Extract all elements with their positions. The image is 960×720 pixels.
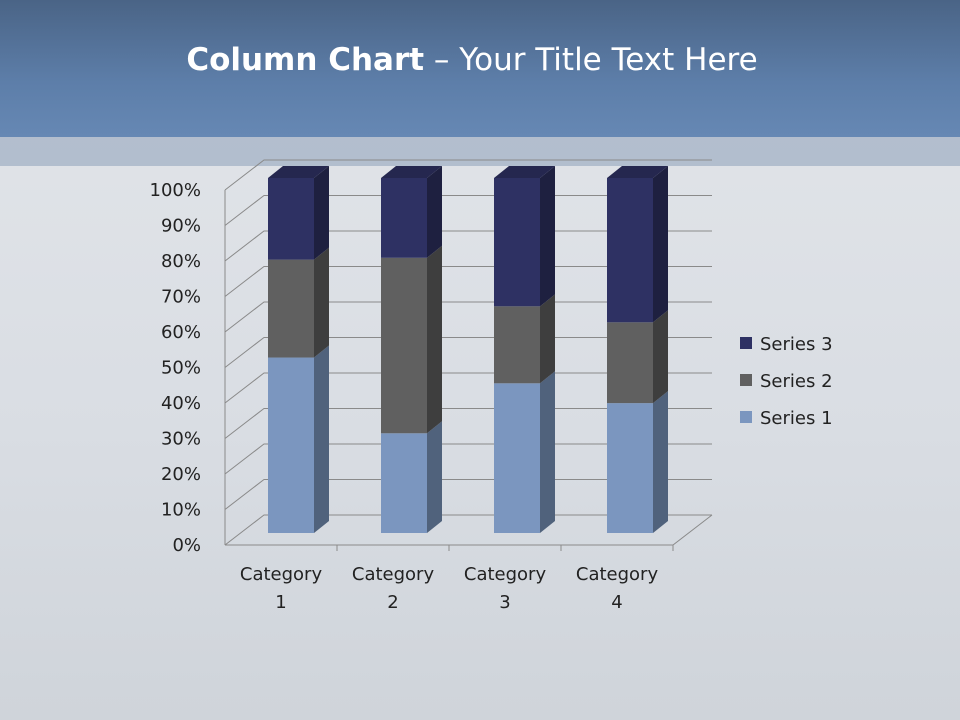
bar-series-3 [494, 178, 540, 307]
y-tick-label: 10% [161, 500, 201, 521]
x-tick-label: 1 [275, 592, 286, 613]
y-tick-label: 30% [161, 429, 201, 450]
bar-series-2 [494, 306, 540, 384]
bar-series-3 [607, 178, 653, 323]
x-tick-label: Category [240, 564, 323, 585]
bar-top [494, 166, 555, 178]
y-tick-label: 50% [161, 358, 201, 379]
bar-top [607, 166, 668, 178]
legend-swatch [740, 411, 752, 423]
bar-side [314, 247, 329, 358]
y-tick-label: 40% [161, 393, 201, 414]
y-tick-label: 70% [161, 287, 201, 308]
bar-series-3 [268, 178, 314, 260]
y-tick-label: 0% [172, 535, 201, 556]
bar-side [314, 345, 329, 533]
gridline [224, 195, 712, 226]
bar-side [540, 166, 555, 307]
bar-top [381, 166, 442, 178]
y-tick-label: 90% [161, 216, 201, 237]
x-tick-label: Category [576, 564, 659, 585]
gridline [224, 230, 712, 262]
gridline [224, 266, 712, 297]
bar-side [653, 166, 668, 323]
y-tick-label: 80% [161, 251, 201, 272]
gridline [224, 337, 712, 368]
x-tick-label: 4 [611, 592, 622, 613]
bar-side [653, 391, 668, 533]
bar-side [540, 294, 555, 384]
legend-swatch [740, 374, 752, 386]
x-tick-label: 2 [387, 592, 398, 613]
bar-side [314, 166, 329, 260]
bar-side [427, 245, 442, 434]
bar-series-2 [381, 257, 427, 434]
title-rest: – Your Title Text Here [424, 42, 758, 78]
y-tick-label: 20% [161, 464, 201, 485]
bar-side [427, 166, 442, 258]
bar-side [653, 310, 668, 404]
bar-series-1 [381, 433, 427, 533]
x-tick-label: 3 [499, 592, 510, 613]
legend-label: Series 3 [760, 334, 833, 355]
bar-side [540, 371, 555, 533]
bar-series-3 [381, 178, 427, 258]
y-tick-label: 60% [161, 322, 201, 343]
gridline [224, 372, 712, 404]
bar-series-1 [268, 357, 314, 533]
bar-series-1 [494, 383, 540, 533]
slide-title: Column Chart – Your Title Text Here [0, 42, 944, 78]
x-tick-label: Category [464, 564, 547, 585]
gridline [224, 479, 712, 510]
bar-side [427, 421, 442, 533]
legend-label: Series 1 [760, 408, 833, 429]
title-band [0, 137, 960, 166]
bar-series-1 [607, 403, 653, 533]
title-bar [0, 0, 960, 137]
y-tick-label: 100% [150, 180, 201, 201]
gridline [224, 408, 712, 439]
legend-swatch [740, 337, 752, 349]
bar-series-2 [268, 259, 314, 358]
legend-label: Series 2 [760, 371, 833, 392]
bar-series-2 [607, 322, 653, 404]
bar-top [268, 166, 329, 178]
gridline [224, 301, 712, 333]
gridline [224, 159, 712, 191]
gridline [224, 514, 712, 546]
gridline [224, 443, 712, 475]
title-bold: Column Chart [186, 42, 425, 78]
x-tick-label: Category [352, 564, 435, 585]
